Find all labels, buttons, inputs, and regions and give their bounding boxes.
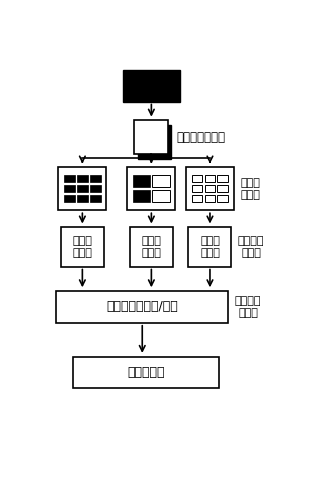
Bar — [64, 175, 75, 182]
Bar — [64, 186, 75, 192]
Text: 区域生成
网络层: 区域生成 网络层 — [238, 236, 264, 258]
Bar — [130, 227, 173, 266]
Text: 分类与回归: 分类与回归 — [127, 366, 165, 379]
Bar — [217, 186, 228, 192]
Bar — [73, 356, 219, 389]
Bar — [90, 175, 101, 182]
Bar — [58, 167, 107, 210]
Bar — [61, 227, 104, 266]
Bar — [123, 70, 180, 102]
Bar — [205, 175, 215, 182]
Text: 区域生
成网络: 区域生 成网络 — [73, 236, 92, 258]
Text: 兴趣区域
池化层: 兴趣区域 池化层 — [235, 296, 261, 318]
Bar — [134, 120, 168, 154]
Bar — [153, 175, 170, 187]
Text: 三叉戟
网络层: 三叉戟 网络层 — [241, 178, 260, 200]
Bar — [133, 175, 150, 187]
Bar — [217, 175, 228, 182]
Bar — [192, 175, 203, 182]
Bar — [186, 167, 234, 210]
Bar — [64, 195, 75, 202]
Text: 区域生
成网络: 区域生 成网络 — [141, 236, 161, 258]
Bar — [153, 190, 170, 202]
Bar — [188, 227, 232, 266]
Bar — [137, 125, 171, 159]
Bar — [192, 186, 203, 192]
Bar — [77, 186, 88, 192]
Bar — [77, 175, 88, 182]
Bar — [127, 167, 175, 210]
Bar — [90, 195, 101, 202]
Bar — [90, 186, 101, 192]
Bar — [205, 195, 215, 202]
Bar — [77, 195, 88, 202]
Bar — [133, 190, 150, 202]
Bar — [56, 291, 228, 323]
Text: 特征提取网络层: 特征提取网络层 — [176, 131, 225, 144]
Text: 感兴趣区域池化/对齐: 感兴趣区域池化/对齐 — [107, 300, 178, 313]
Bar — [205, 186, 215, 192]
Bar — [192, 195, 203, 202]
Bar — [217, 195, 228, 202]
Text: 区域生
成网络: 区域生 成网络 — [200, 236, 220, 258]
